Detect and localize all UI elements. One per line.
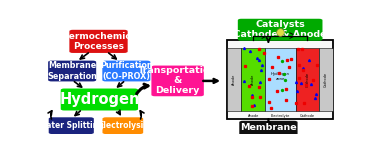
FancyBboxPatch shape xyxy=(152,66,204,96)
Text: Water Splitting: Water Splitting xyxy=(39,121,104,130)
Bar xyxy=(228,48,242,111)
Text: Hydrogen: Hydrogen xyxy=(59,92,139,107)
Text: Electrolysis: Electrolysis xyxy=(98,121,148,130)
Text: Cathode: Cathode xyxy=(300,114,315,118)
Text: Catalysts
(Cathode & Anode): Catalysts (Cathode & Anode) xyxy=(229,20,331,39)
FancyBboxPatch shape xyxy=(102,117,143,134)
Text: Hydrogen
zone: Hydrogen zone xyxy=(271,72,290,80)
Text: Cathode: Cathode xyxy=(324,72,328,87)
Bar xyxy=(296,48,319,111)
Text: Anode: Anode xyxy=(248,114,259,118)
Text: Thermochemical
Processes: Thermochemical Processes xyxy=(57,32,141,51)
Bar xyxy=(265,48,296,111)
Text: Purification
(CO-PROX): Purification (CO-PROX) xyxy=(100,61,153,80)
Text: Cathode: Cathode xyxy=(305,72,309,87)
FancyBboxPatch shape xyxy=(49,117,94,134)
FancyBboxPatch shape xyxy=(102,61,150,81)
FancyBboxPatch shape xyxy=(238,19,322,41)
FancyBboxPatch shape xyxy=(48,61,96,81)
Text: Anode: Anode xyxy=(232,74,237,85)
Bar xyxy=(319,48,333,111)
Bar xyxy=(228,40,333,119)
Text: Membrane
Separation: Membrane Separation xyxy=(47,61,97,80)
Bar xyxy=(242,48,265,111)
Text: Electrolyte: Electrolyte xyxy=(271,114,290,118)
Text: Membrane: Membrane xyxy=(240,124,297,132)
FancyBboxPatch shape xyxy=(70,30,128,53)
Text: Transportation
&
Delivery: Transportation & Delivery xyxy=(138,66,217,95)
Text: Anode: Anode xyxy=(251,74,255,85)
FancyBboxPatch shape xyxy=(239,121,297,135)
FancyBboxPatch shape xyxy=(61,88,138,111)
